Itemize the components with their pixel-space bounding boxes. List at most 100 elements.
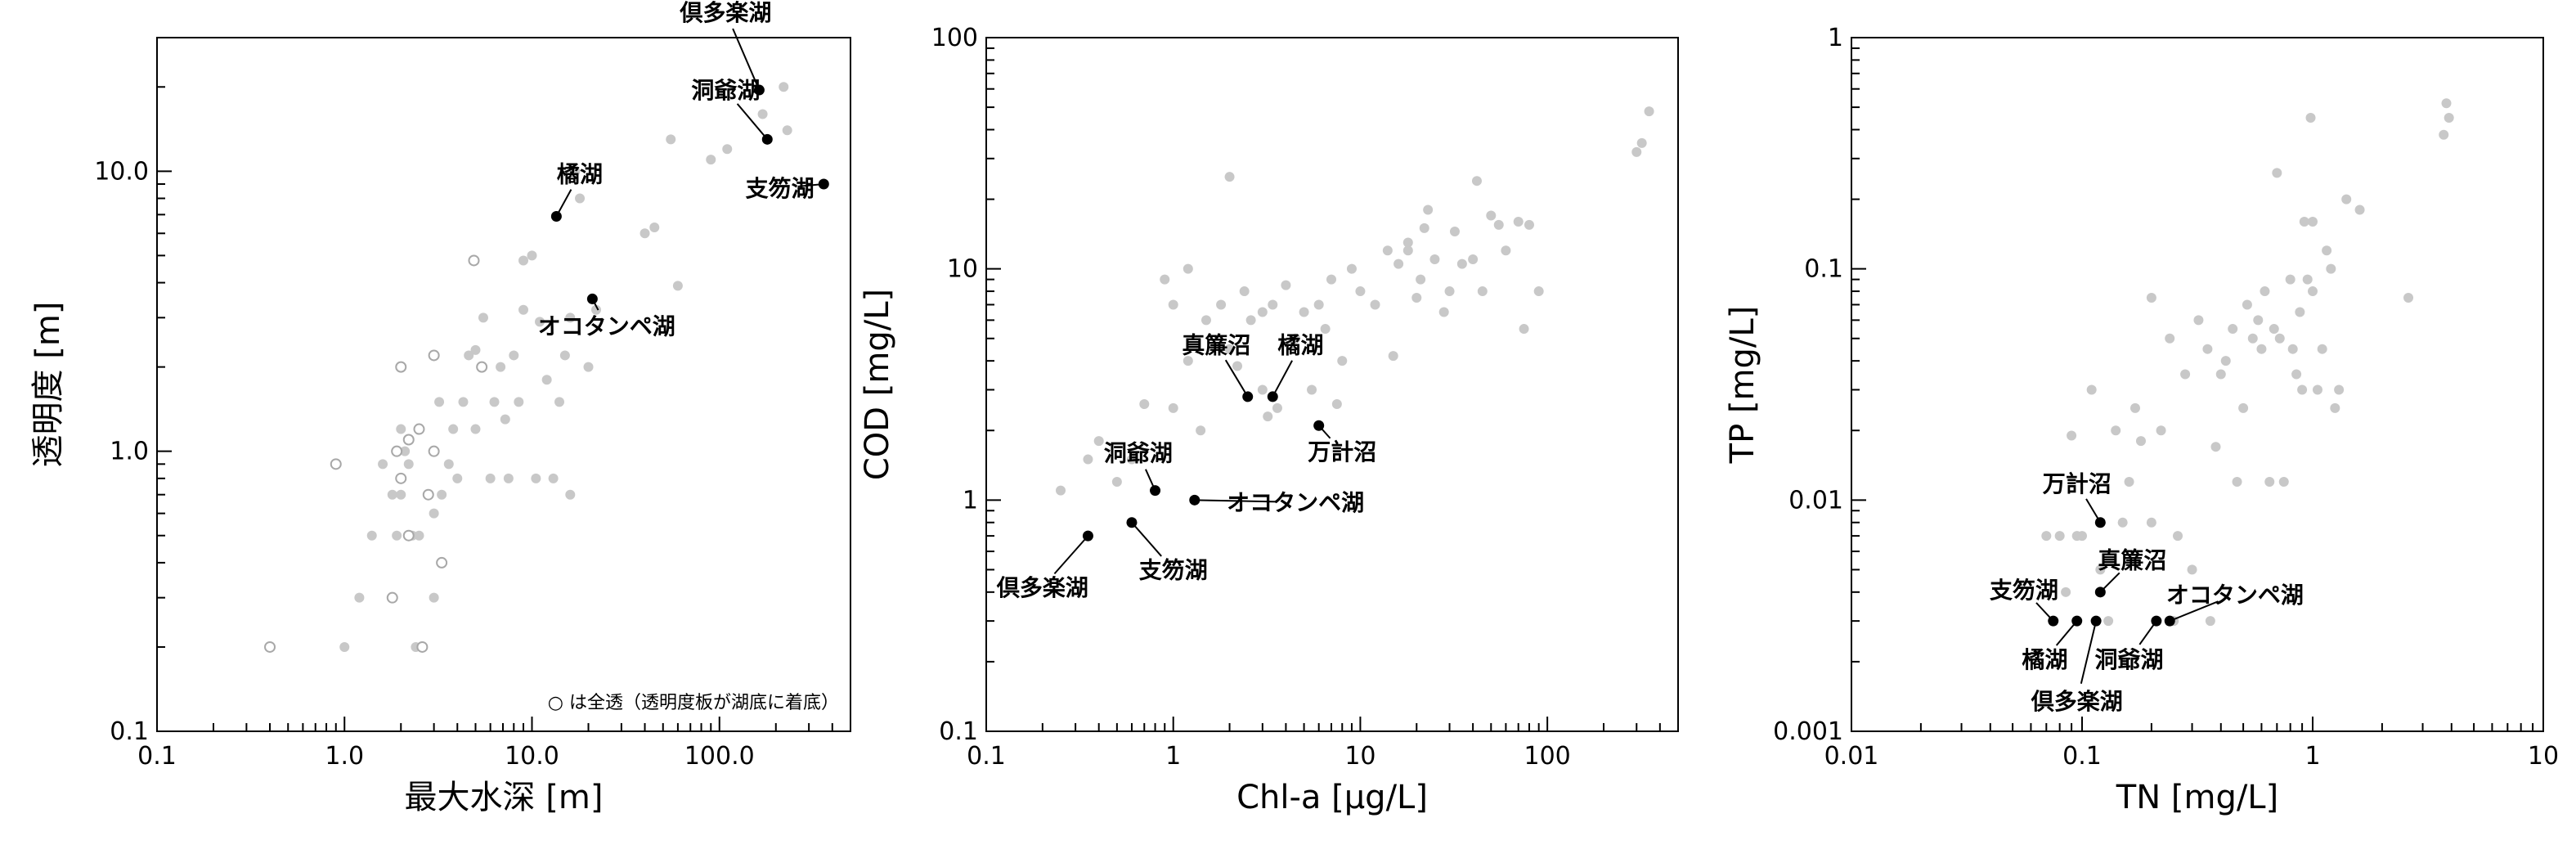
data-point: [527, 250, 537, 261]
data-point: [1533, 286, 1544, 297]
data-point-open: [395, 472, 407, 484]
x-tick-label: 1: [2304, 742, 2320, 771]
data-point-open: [413, 423, 425, 435]
lake-label: 真簾沼: [2098, 547, 2166, 574]
data-point: [2253, 315, 2264, 326]
data-point: [1393, 258, 1404, 269]
lake-label: 橘湖: [1278, 331, 1324, 358]
data-point: [2103, 616, 2114, 627]
data-point: [429, 592, 439, 603]
data-point: [2439, 129, 2449, 140]
scatter-panel-2: 0.1 1 10 100 0.1 1 10 100 Chl-a [μg/L] COD [mg/L]…: [859, 24, 1679, 816]
data-point: [434, 397, 445, 407]
highlight-point: [2071, 615, 2083, 627]
x-tick-label: 0.1: [137, 742, 177, 771]
data-point: [1216, 299, 1227, 310]
data-point: [514, 397, 524, 407]
data-point: [1200, 315, 1211, 326]
data-point: [1486, 210, 1497, 221]
data-point: [640, 228, 650, 239]
lake-label: 橘湖: [2022, 646, 2068, 673]
data-point: [378, 459, 388, 470]
data-point: [2156, 425, 2166, 436]
data-point-open: [264, 641, 276, 653]
data-point: [1268, 299, 1278, 310]
data-point: [554, 397, 565, 407]
data-point: [1083, 454, 1093, 465]
data-point: [2326, 263, 2336, 274]
data-point: [2180, 369, 2191, 380]
data-point: [583, 362, 594, 372]
y-axis-title: TP [mg/L]: [1724, 306, 1761, 465]
lake-label: 支笏湖: [1990, 577, 2058, 604]
data-point: [1313, 299, 1324, 310]
highlight-point: [2164, 615, 2175, 627]
data-point: [458, 397, 469, 407]
lake-label: 倶多楽湖: [996, 574, 1088, 601]
data-point: [2260, 286, 2270, 297]
data-point-open: [402, 434, 415, 446]
data-point: [354, 592, 365, 603]
leader-line: [2169, 600, 2219, 623]
data-point: [2441, 98, 2452, 109]
data-point-open: [386, 591, 398, 604]
x-axis-title: TN [mg/L]: [2116, 779, 2278, 816]
data-point: [1519, 324, 1529, 335]
highlight-point: [1313, 420, 1325, 431]
data-point: [565, 312, 576, 323]
data-point: [2205, 616, 2215, 627]
highlight-point: [818, 178, 829, 190]
data-point: [2187, 564, 2197, 575]
data-point: [1168, 402, 1178, 413]
data-point: [1224, 344, 1235, 354]
x-tick-label: 100: [1524, 742, 1571, 771]
data-point: [1257, 384, 1268, 395]
data-point-open: [436, 556, 448, 569]
data-point: [1501, 245, 1511, 256]
data-point: [2086, 384, 2097, 395]
data-point: [452, 473, 463, 483]
data-point: [782, 125, 792, 136]
data-point: [531, 473, 541, 483]
x-axis-title: Chl-a [μg/L]: [1236, 779, 1428, 816]
data-point-open: [422, 488, 434, 501]
data-point: [2302, 274, 2313, 285]
plot-frame: [1851, 37, 2544, 732]
y-tick-label: 0.01: [1788, 486, 1843, 515]
x-tick-label: 10: [1344, 742, 1376, 771]
data-point: [403, 459, 414, 470]
leader-line: [736, 103, 769, 140]
leader-line: [1053, 535, 1089, 575]
lake-label: 洞爺湖: [2095, 646, 2164, 673]
y-tick-label: 1.0: [110, 438, 149, 466]
data-point: [2312, 384, 2322, 395]
x-tick-label: 100.0: [684, 742, 755, 771]
data-point: [2317, 344, 2327, 354]
highlight-point: [1082, 530, 1093, 542]
data-point: [509, 350, 519, 361]
highlight-point: [2048, 615, 2059, 627]
data-point: [2334, 384, 2345, 395]
data-point: [1326, 274, 1336, 285]
data-point: [489, 397, 500, 407]
y-tick-label: 10: [947, 255, 978, 284]
data-point: [779, 82, 789, 92]
data-point: [2444, 113, 2454, 124]
data-point: [2247, 333, 2258, 344]
data-point: [1402, 245, 1413, 256]
data-point: [1111, 476, 1122, 487]
data-point-open: [428, 349, 440, 362]
y-tick-label: 1: [1828, 24, 1843, 52]
scatter-panel-1: 0.1 1.0 10.0 100.0 0.1 1.0 10.0 最大水深 [m] 透明度 [m]…: [29, 0, 851, 816]
data-point: [2210, 442, 2221, 452]
data-point: [2305, 113, 2316, 124]
data-point: [503, 473, 514, 483]
data-point: [366, 530, 377, 541]
data-point: [2124, 476, 2134, 487]
data-point-open: [395, 361, 407, 373]
x-tick-label: 0.01: [1824, 742, 1879, 771]
data-point-open: [330, 458, 342, 470]
data-point: [429, 508, 439, 519]
data-point: [1402, 237, 1413, 248]
